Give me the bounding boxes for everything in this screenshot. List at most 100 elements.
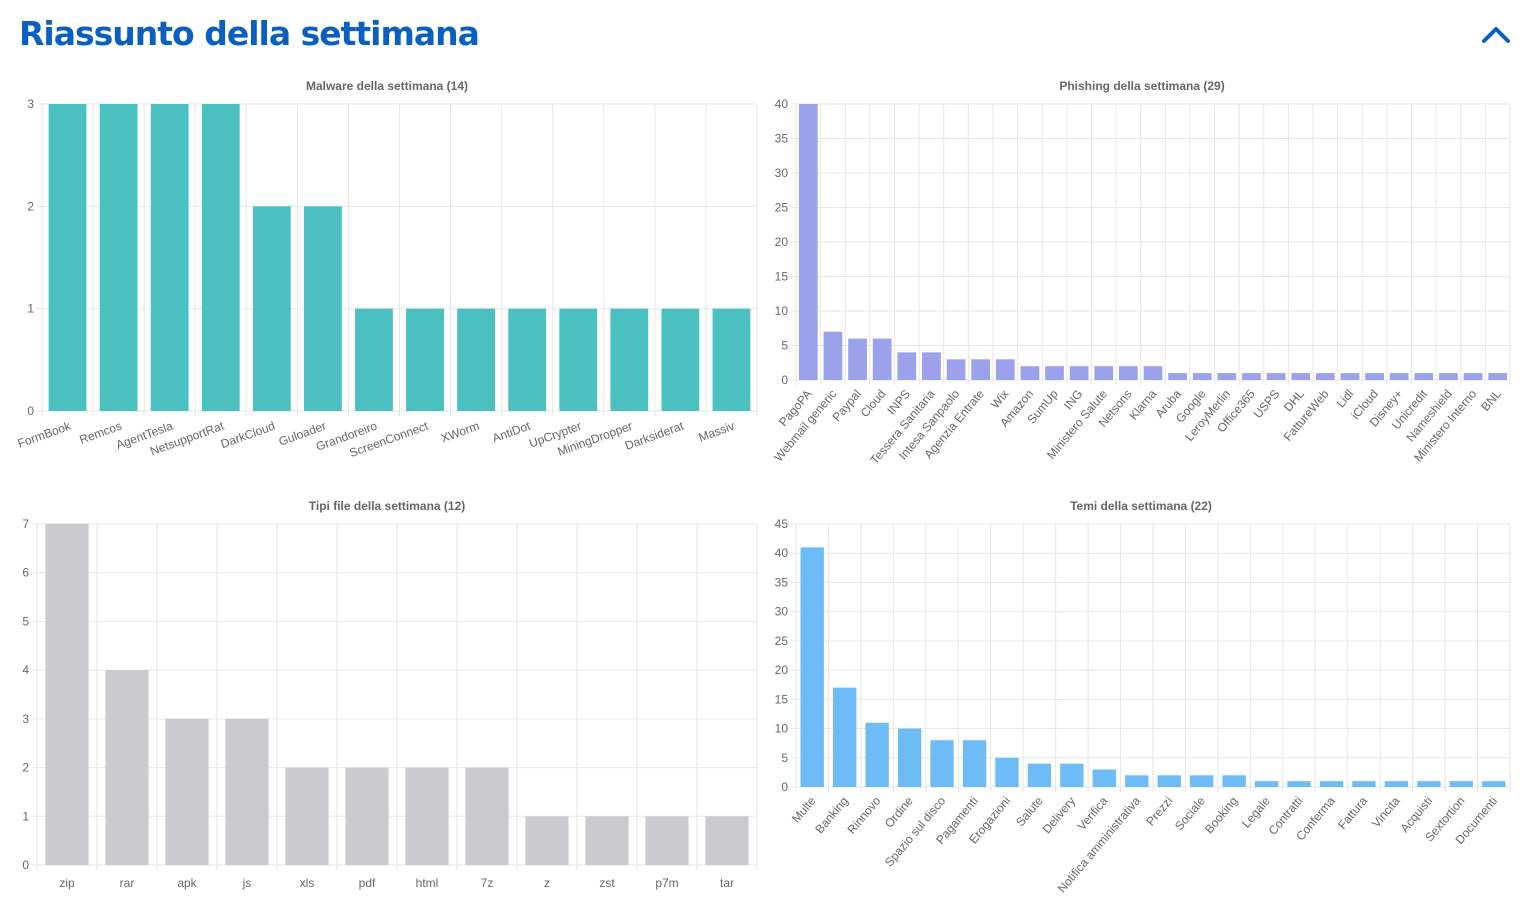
bar-wix[interactable] — [995, 359, 1015, 380]
bar-pagopa[interactable] — [798, 104, 818, 380]
x-tick-label: Salute — [1013, 794, 1046, 829]
y-tick-label: 7 — [22, 517, 29, 531]
bar-p7m[interactable] — [645, 816, 689, 865]
bar-erogazioni[interactable] — [995, 757, 1019, 787]
bar-klarna[interactable] — [1143, 366, 1163, 380]
bar-tessera-sanitaria[interactable] — [922, 352, 941, 380]
bar-grandoreiro[interactable] — [355, 308, 393, 411]
bar-aruba[interactable] — [1168, 373, 1187, 380]
x-tick-label: tar — [720, 876, 734, 890]
bar-darksiderat[interactable] — [661, 308, 700, 411]
bar-spazio-sul-disco[interactable] — [930, 740, 954, 787]
bar-google[interactable] — [1192, 373, 1212, 380]
bar-lidl[interactable] — [1340, 373, 1360, 380]
y-tick-label: 3 — [22, 712, 29, 726]
bar-zip[interactable] — [45, 524, 89, 865]
chevron-up-icon — [1482, 27, 1510, 43]
bar-html[interactable] — [405, 767, 449, 865]
bar-massiv[interactable] — [712, 308, 751, 411]
y-tick-label: 0 — [27, 404, 34, 418]
bar-contratti[interactable] — [1287, 781, 1311, 787]
bar-netsons[interactable] — [1119, 366, 1138, 380]
bar-agenttesla[interactable] — [150, 104, 189, 411]
bar-inps[interactable] — [897, 352, 917, 380]
bar-conferma[interactable] — [1319, 781, 1344, 787]
bar-xworm[interactable] — [457, 308, 496, 411]
bar-sociale[interactable] — [1189, 775, 1214, 787]
bar-acquisti[interactable] — [1417, 781, 1441, 787]
bar-paypal[interactable] — [848, 338, 867, 380]
collapse-button[interactable] — [1478, 20, 1514, 48]
x-tick-label: Delivery — [1040, 794, 1079, 836]
bar-xls[interactable] — [285, 767, 329, 865]
chart-title: Malware della settimana (14) — [306, 79, 468, 93]
x-tick-label: 7z — [481, 876, 494, 890]
bar-vincita[interactable] — [1384, 781, 1409, 787]
bar-upcrypter[interactable] — [559, 308, 598, 411]
bar-legale[interactable] — [1254, 781, 1279, 787]
bar-multe[interactable] — [800, 547, 824, 787]
bar-zst[interactable] — [585, 816, 629, 865]
bar-rinnovo[interactable] — [865, 722, 889, 787]
bar-ing[interactable] — [1069, 366, 1089, 380]
bar-leroymerlin[interactable] — [1217, 373, 1237, 380]
bar-webmail-generic[interactable] — [823, 331, 843, 380]
bar-sumup[interactable] — [1045, 366, 1064, 380]
chart-filetypes: Tipi file della settimana (12) 0 1 2 3 4 5 6 7 zi… — [22, 499, 758, 890]
bar-remcos[interactable] — [99, 104, 138, 411]
bar-miningdropper[interactable] — [610, 308, 649, 411]
bar-screenconnect[interactable] — [406, 308, 444, 411]
bar-guloader[interactable] — [303, 206, 342, 411]
y-tick-label: 1 — [22, 809, 29, 823]
bar-pdf[interactable] — [345, 767, 389, 865]
bar-usps[interactable] — [1266, 373, 1286, 380]
bar-nameshield[interactable] — [1439, 373, 1458, 380]
y-tick-label: 0 — [781, 373, 788, 387]
bar-banking[interactable] — [832, 687, 857, 787]
x-tick-label: Cloud — [858, 387, 889, 420]
bar-rar[interactable] — [105, 670, 149, 865]
bar-z[interactable] — [525, 816, 569, 865]
bar-js[interactable] — [225, 718, 269, 865]
bar-fattura[interactable] — [1352, 781, 1376, 787]
x-tick-label: Klarna — [1126, 387, 1159, 423]
bar-netsupportrat[interactable] — [201, 104, 240, 411]
bar-dhl[interactable] — [1291, 373, 1311, 380]
y-tick-label: 40 — [775, 97, 789, 111]
bar-sextortion[interactable] — [1449, 781, 1474, 787]
bar-ordine[interactable] — [897, 728, 922, 787]
bar-tar[interactable] — [705, 816, 749, 865]
x-tick-label: zst — [599, 876, 615, 890]
y-tick-label: 0 — [22, 858, 29, 872]
bar-darkcloud[interactable] — [252, 206, 291, 411]
bar-formbook[interactable] — [48, 104, 87, 411]
bar-documenti[interactable] — [1482, 781, 1506, 787]
bar-booking[interactable] — [1222, 775, 1246, 787]
bar-intesa-sanpaolo[interactable] — [946, 359, 966, 380]
x-tick-label: apk — [177, 876, 197, 890]
bar-office365[interactable] — [1242, 373, 1261, 380]
bar-7z[interactable] — [465, 767, 509, 865]
bar-antidot[interactable] — [508, 308, 547, 411]
chart-themes: Temi della settimana (22) 0 5 10 15 20 25 30 35 4… — [775, 499, 1511, 895]
bar-apk[interactable] — [165, 718, 209, 865]
x-tick-label: pdf — [359, 876, 376, 890]
bar-icloud[interactable] — [1365, 373, 1384, 380]
bar-amazon[interactable] — [1020, 366, 1040, 380]
bar-cloud[interactable] — [872, 338, 892, 380]
bar-notifica-amministrativa[interactable] — [1125, 775, 1149, 787]
bar-ministero-interno[interactable] — [1463, 373, 1483, 380]
bar-agenzia-entrate[interactable] — [971, 359, 991, 380]
bar-salute[interactable] — [1027, 763, 1052, 787]
bar-delivery[interactable] — [1060, 763, 1084, 787]
bar-disney-[interactable] — [1389, 373, 1409, 380]
bar-bnl[interactable] — [1488, 373, 1508, 380]
bar-prezzi[interactable] — [1157, 775, 1181, 787]
y-tick-label: 15 — [775, 270, 789, 284]
bar-fattureweb[interactable] — [1315, 373, 1335, 380]
bar-unicredit[interactable] — [1414, 373, 1434, 380]
bar-verifica[interactable] — [1092, 769, 1117, 787]
bar-ministero-salute[interactable] — [1094, 366, 1114, 380]
y-tick-label: 6 — [22, 566, 29, 580]
bar-pagamenti[interactable] — [962, 740, 987, 787]
